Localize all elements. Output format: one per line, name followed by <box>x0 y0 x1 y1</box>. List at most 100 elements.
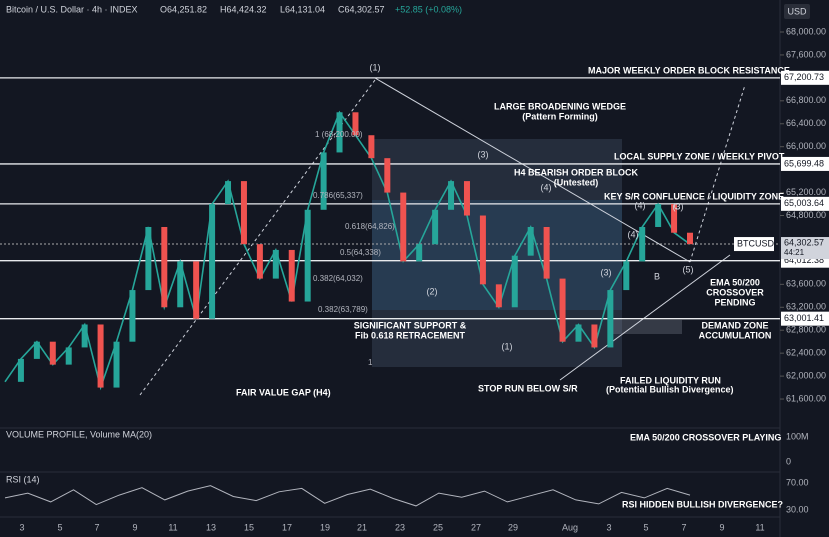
candle <box>336 112 343 153</box>
wedge-line <box>374 77 691 263</box>
wave-label: (4) <box>635 200 646 210</box>
price-tick-label: 66,000.00 <box>786 141 826 151</box>
annotation: FAILED LIQUIDITY RUN <box>620 375 721 385</box>
symbol: Bitcoin / U.S. Dollar · 4h · INDEX <box>6 4 138 14</box>
x-tick-label: 17 <box>282 522 292 532</box>
price-tick-label: 62,400.00 <box>786 348 826 358</box>
close: C64,302.57 <box>338 4 385 14</box>
candle <box>639 226 646 262</box>
x-tick-label: 15 <box>244 522 254 532</box>
candle <box>97 324 104 388</box>
price-tick-label: 68,000.00 <box>786 26 826 36</box>
candle <box>33 341 40 359</box>
wedge-line <box>559 254 731 381</box>
annotation: RSI HIDDEN BULLISH DIVERGENCE? <box>622 499 783 509</box>
candle <box>145 226 152 291</box>
candle <box>416 244 423 262</box>
annotation: KEY S/R CONFLUENCE / LIQUIDITY ZONE <box>604 191 784 201</box>
wave-projection <box>689 84 746 263</box>
level-label: 64,012.38 <box>784 255 824 265</box>
annotation: (Pattern Forming) <box>522 111 598 121</box>
currency: USD <box>787 6 807 16</box>
candle <box>193 261 200 319</box>
last-price-label: 64,302.57 <box>784 237 824 247</box>
wave-label: C <box>674 201 681 211</box>
candle <box>368 135 375 159</box>
candle <box>448 181 455 210</box>
price-tick-label: 64,800.00 <box>786 210 826 220</box>
candle <box>511 255 518 308</box>
annotation: DEMAND ZONE <box>702 320 769 330</box>
candle <box>623 261 630 291</box>
last-price-box <box>781 237 829 260</box>
x-tick-label: 25 <box>433 522 443 532</box>
annotation: CROSSOVER <box>706 287 764 297</box>
x-tick-label: 9 <box>719 522 724 532</box>
fib-label: 1 <box>368 358 373 367</box>
rsi-line <box>4 485 691 507</box>
x-tick-label: 11 <box>755 522 764 532</box>
annotation: ACCUMULATION <box>699 330 772 340</box>
annotation: H4 BEARISH ORDER BLOCK <box>514 167 639 177</box>
x-tick-label: 5 <box>57 522 62 532</box>
price-tick-label: 63,200.00 <box>786 302 826 312</box>
rsi-low: 30.00 <box>786 504 809 514</box>
candle <box>543 226 550 279</box>
price-tick-label: 67,600.00 <box>786 49 826 59</box>
annotation: LOCAL SUPPLY ZONE / WEEKLY PIVOT <box>614 151 785 161</box>
candle <box>113 341 120 388</box>
candle <box>49 341 56 365</box>
annotation: LARGE BROADENING WEDGE <box>494 101 626 111</box>
candle <box>256 244 263 279</box>
candle <box>177 261 184 308</box>
price-tick-label: 65,200.00 <box>786 187 826 197</box>
rsi-high: 70.00 <box>786 477 809 487</box>
price-tick-label: 66,800.00 <box>786 95 826 105</box>
wave-label: (5) <box>683 264 694 274</box>
annotation: SIGNIFICANT SUPPORT & <box>354 320 467 330</box>
open: O64,251.82 <box>160 4 207 14</box>
candle <box>559 278 566 342</box>
wave-label: (4) <box>628 229 639 239</box>
rsi-label: RSI (14) <box>6 474 40 484</box>
level-tag <box>781 196 829 211</box>
fib-label: 0.382(64,032) <box>313 274 363 283</box>
wave-label: (3) <box>601 267 612 277</box>
wave-label: (3) <box>673 201 684 211</box>
annotation: EMA 50/200 CROSSOVER PLAYING <box>630 432 781 442</box>
low: L64,131.04 <box>280 4 325 14</box>
fib-label: 0.786(65,337) <box>313 191 363 200</box>
annotation: FAIR VALUE GAP (H4) <box>236 387 331 397</box>
last-price-symbol: BTCUSD <box>737 238 775 248</box>
candle <box>432 209 439 245</box>
x-tick-label: 13 <box>206 522 216 532</box>
candle <box>304 209 311 302</box>
last-price-tag <box>734 237 774 252</box>
candle <box>687 232 693 245</box>
candle <box>209 204 216 319</box>
candle <box>655 204 662 227</box>
candle <box>400 192 407 262</box>
volume-label: VOLUME PROFILE, Volume MA(20) <box>6 429 152 439</box>
annotation: STOP RUN BELOW S/R <box>478 383 578 393</box>
annotation: Fib 0.618 RETRACEMENT <box>355 330 466 340</box>
candle <box>607 290 614 348</box>
volume-top: 100M <box>786 431 809 441</box>
annotation: (Untested) <box>554 177 599 187</box>
candle <box>17 358 24 382</box>
level-label: 65,003.64 <box>784 198 824 208</box>
fib-label: 0.618(64,826) <box>345 222 395 231</box>
candle <box>591 324 598 348</box>
wave-label: (1) <box>502 341 513 351</box>
wave-label: (4) <box>541 182 552 192</box>
level-tag <box>781 156 829 171</box>
level-tag <box>781 70 829 85</box>
price-tick-label: 62,800.00 <box>786 325 826 335</box>
candle <box>272 249 279 279</box>
volume-zero: 0 <box>786 456 791 466</box>
candle <box>225 181 232 205</box>
candle <box>161 226 168 308</box>
candle <box>463 181 470 216</box>
change: +52.85 (+0.08%) <box>395 4 462 14</box>
